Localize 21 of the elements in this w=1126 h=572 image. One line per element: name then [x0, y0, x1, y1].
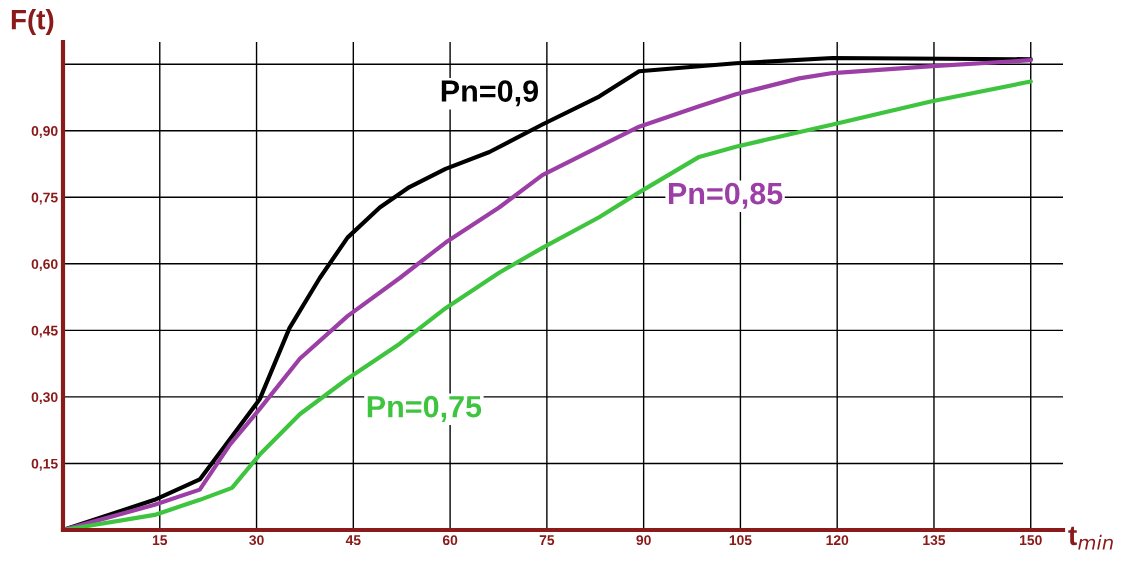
y-tick-label: 0,60 — [31, 259, 58, 271]
x-tick-label: 135 — [923, 535, 946, 546]
x-tick-label: 75 — [539, 535, 555, 546]
y-tick-label: 0,45 — [31, 325, 58, 338]
x-tick-label: 105 — [729, 535, 752, 546]
text: Pn=0,85 — [668, 182, 783, 209]
y-tick-label: 0,15 — [31, 458, 58, 471]
x-tick-label: 150 — [1020, 535, 1042, 546]
x-tick-label: 15 — [152, 535, 168, 546]
x-tick-label: 30 — [249, 535, 264, 546]
x-tick-label: 120 — [826, 535, 849, 546]
x-tick-label: 45 — [345, 535, 361, 546]
x-axis-title: t$_{min}$ — [1068, 526, 1113, 550]
x-tick-label: 60 — [442, 535, 458, 546]
y-tick-label: 0,75 — [31, 192, 58, 205]
y-tick-label: 0,30 — [31, 392, 58, 405]
y-axis-title: F(t) — [11, 9, 54, 35]
series-label: Pn=0,75 — [367, 395, 482, 422]
series-label: Pn=0,9 — [441, 80, 538, 107]
y-tick-label: 0,90 — [31, 126, 58, 138]
x-tick-label: 90 — [636, 535, 651, 546]
